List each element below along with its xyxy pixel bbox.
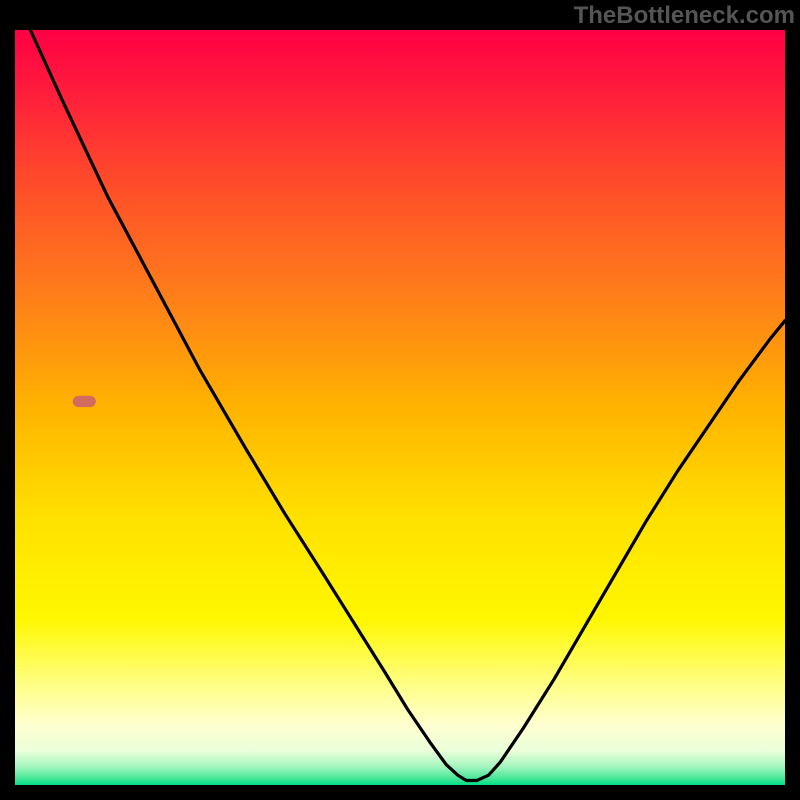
plot-svg [15, 30, 785, 785]
watermark-text: TheBottleneck.com [574, 2, 795, 30]
chart-root: TheBottleneck.com [0, 0, 800, 800]
plot-background [15, 30, 785, 785]
bottleneck-marker [73, 396, 96, 407]
plot-area [15, 30, 785, 785]
